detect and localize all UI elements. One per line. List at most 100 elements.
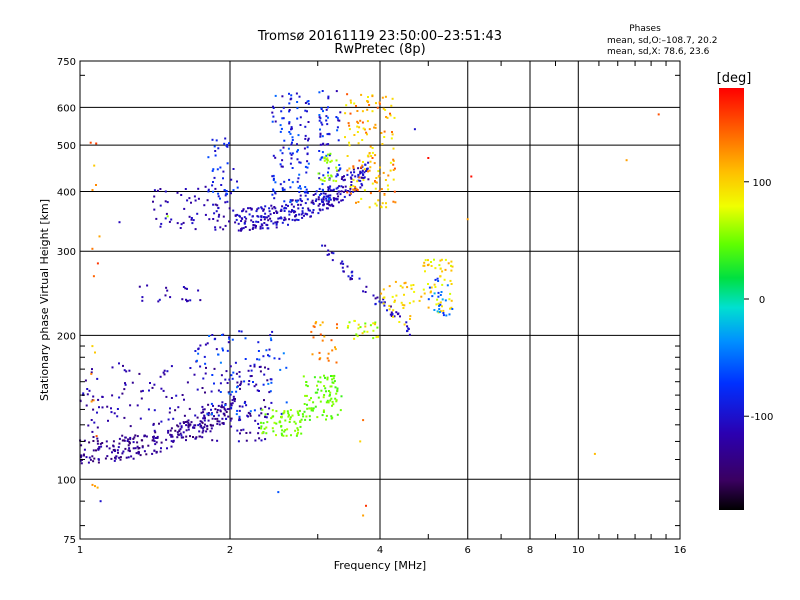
data-point xyxy=(343,178,346,181)
data-point xyxy=(312,325,315,328)
data-point xyxy=(349,185,352,188)
data-point xyxy=(330,174,333,177)
data-point xyxy=(297,177,300,180)
data-point xyxy=(324,244,327,247)
data-point xyxy=(283,216,286,219)
data-point xyxy=(128,450,131,453)
data-point xyxy=(325,197,328,200)
data-point xyxy=(244,400,247,403)
data-point xyxy=(407,327,410,330)
data-point xyxy=(367,170,369,173)
data-point xyxy=(352,165,355,168)
data-point xyxy=(362,161,364,163)
data-point xyxy=(257,350,260,352)
data-point xyxy=(283,200,286,203)
data-point xyxy=(245,432,248,434)
data-point xyxy=(450,283,453,285)
data-point xyxy=(328,187,331,190)
data-point xyxy=(210,390,213,393)
data-point xyxy=(451,265,454,268)
data-point xyxy=(393,190,396,193)
data-point xyxy=(244,220,247,223)
data-point xyxy=(153,449,156,452)
data-point xyxy=(318,119,321,122)
data-point xyxy=(152,422,155,425)
data-point xyxy=(176,191,179,194)
data-point xyxy=(207,188,210,191)
data-point xyxy=(312,409,314,412)
data-point xyxy=(212,404,214,407)
data-point xyxy=(329,391,332,394)
data-point xyxy=(249,364,252,367)
data-point xyxy=(362,179,365,181)
data-point xyxy=(625,159,628,162)
data-point xyxy=(318,351,321,354)
data-point xyxy=(317,380,320,383)
data-point xyxy=(238,371,241,373)
data-point xyxy=(297,199,299,202)
data-point xyxy=(237,440,240,443)
data-point xyxy=(332,188,335,191)
data-point xyxy=(247,415,249,418)
data-point xyxy=(240,228,243,231)
data-point xyxy=(342,270,345,273)
data-point xyxy=(124,383,127,386)
data-point xyxy=(361,110,364,113)
data-point xyxy=(201,436,204,439)
data-point xyxy=(172,417,175,420)
data-point xyxy=(270,417,273,420)
data-point xyxy=(141,296,144,299)
data-point xyxy=(106,405,109,408)
data-point xyxy=(260,412,263,415)
data-point xyxy=(224,137,227,140)
data-point xyxy=(255,220,258,223)
data-point xyxy=(254,226,257,229)
data-point xyxy=(143,434,146,437)
data-point xyxy=(348,194,351,197)
data-point xyxy=(330,203,333,206)
data-point xyxy=(304,134,307,137)
y-axis-label: Stationary phase Virtual Height [km] xyxy=(38,199,51,401)
data-point xyxy=(321,183,324,186)
data-point xyxy=(304,202,307,205)
data-point xyxy=(269,337,272,340)
data-point xyxy=(124,447,127,450)
data-point xyxy=(301,216,304,219)
data-point xyxy=(91,247,94,250)
data-point xyxy=(207,419,210,422)
data-point xyxy=(437,302,440,305)
chart-title: Tromsø 20161119 23:50:00–23:51:43 xyxy=(257,29,502,44)
data-point xyxy=(380,301,383,304)
data-point xyxy=(229,365,232,368)
data-point xyxy=(295,92,298,95)
data-point xyxy=(290,210,293,213)
data-point xyxy=(383,304,386,307)
x-tick-label: 8 xyxy=(527,545,533,556)
data-point xyxy=(155,441,158,444)
data-point xyxy=(289,200,292,203)
data-point xyxy=(346,326,349,329)
data-point xyxy=(319,324,322,327)
data-point xyxy=(203,204,206,207)
data-point xyxy=(307,121,310,123)
data-point xyxy=(290,143,293,146)
data-point xyxy=(364,322,367,325)
data-point xyxy=(361,121,364,124)
data-point xyxy=(236,429,239,432)
data-point xyxy=(336,198,339,201)
data-point xyxy=(327,189,330,191)
data-point xyxy=(306,198,309,201)
data-point xyxy=(374,303,377,306)
data-point xyxy=(248,213,251,216)
data-point xyxy=(164,190,167,193)
data-point xyxy=(321,151,324,154)
data-point xyxy=(335,187,338,190)
data-point xyxy=(441,283,444,286)
data-point xyxy=(216,219,219,222)
data-point xyxy=(92,275,95,278)
data-point xyxy=(389,169,392,172)
data-point xyxy=(206,428,209,431)
data-point xyxy=(206,425,209,428)
data-point xyxy=(323,157,326,160)
data-point xyxy=(331,400,334,403)
